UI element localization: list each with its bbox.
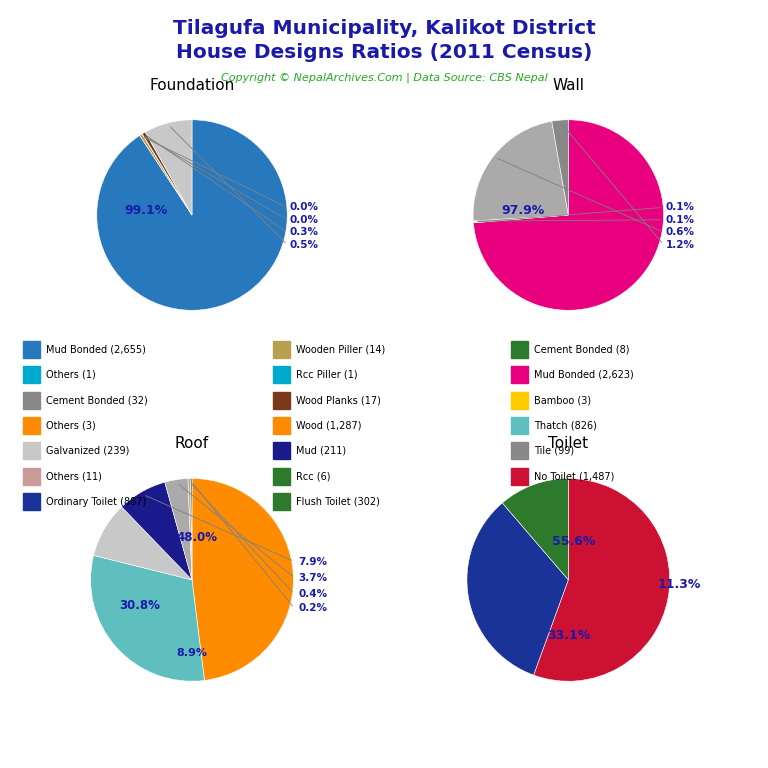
Text: 0.4%: 0.4% xyxy=(299,589,328,599)
Text: Others (11): Others (11) xyxy=(46,471,102,482)
Text: 11.3%: 11.3% xyxy=(657,578,701,591)
Title: Wall: Wall xyxy=(552,78,584,94)
Text: Ordinary Toilet (887): Ordinary Toilet (887) xyxy=(46,496,147,507)
Title: Foundation: Foundation xyxy=(149,78,235,94)
Text: Mud (211): Mud (211) xyxy=(296,445,346,456)
Text: Thatch (826): Thatch (826) xyxy=(534,420,597,431)
Text: 0.1%: 0.1% xyxy=(665,203,694,213)
Wedge shape xyxy=(145,120,192,215)
Title: Toilet: Toilet xyxy=(548,435,588,451)
Text: 55.6%: 55.6% xyxy=(551,535,595,548)
Text: Bamboo (3): Bamboo (3) xyxy=(534,395,591,406)
Text: 33.1%: 33.1% xyxy=(547,629,590,642)
Wedge shape xyxy=(97,120,287,310)
Text: No Toilet (1,487): No Toilet (1,487) xyxy=(534,471,614,482)
Wedge shape xyxy=(473,215,568,221)
Text: Wood Planks (17): Wood Planks (17) xyxy=(296,395,381,406)
Wedge shape xyxy=(473,120,664,310)
Text: Tile (99): Tile (99) xyxy=(534,445,574,456)
Text: Wood (1,287): Wood (1,287) xyxy=(296,420,361,431)
Wedge shape xyxy=(140,134,192,215)
Wedge shape xyxy=(142,132,192,215)
Wedge shape xyxy=(190,478,192,580)
Text: 8.9%: 8.9% xyxy=(177,648,207,658)
Text: 0.6%: 0.6% xyxy=(665,227,694,237)
Wedge shape xyxy=(142,134,192,215)
Wedge shape xyxy=(188,478,192,580)
Wedge shape xyxy=(473,121,568,221)
Text: Rcc Piller (1): Rcc Piller (1) xyxy=(296,369,357,380)
Text: 7.9%: 7.9% xyxy=(299,557,327,567)
Wedge shape xyxy=(473,215,568,223)
Text: Mud Bonded (2,623): Mud Bonded (2,623) xyxy=(534,369,634,380)
Text: Others (3): Others (3) xyxy=(46,420,96,431)
Text: Wooden Piller (14): Wooden Piller (14) xyxy=(296,344,385,355)
Text: Others (1): Others (1) xyxy=(46,369,96,380)
Text: Rcc (6): Rcc (6) xyxy=(296,471,330,482)
Text: 0.0%: 0.0% xyxy=(289,203,318,213)
Text: Galvanized (239): Galvanized (239) xyxy=(46,445,130,456)
Wedge shape xyxy=(502,478,568,580)
Text: 1.2%: 1.2% xyxy=(665,240,694,250)
Text: 0.2%: 0.2% xyxy=(299,603,327,613)
Wedge shape xyxy=(467,503,568,675)
Wedge shape xyxy=(165,478,192,580)
Title: Roof: Roof xyxy=(175,435,209,451)
Wedge shape xyxy=(534,478,670,681)
Text: Flush Toilet (302): Flush Toilet (302) xyxy=(296,496,379,507)
Text: Tilagufa Municipality, Kalikot District
House Designs Ratios (2011 Census): Tilagufa Municipality, Kalikot District … xyxy=(173,19,595,61)
Text: 48.0%: 48.0% xyxy=(177,531,217,544)
Wedge shape xyxy=(94,507,192,580)
Text: 0.5%: 0.5% xyxy=(289,240,318,250)
Text: Cement Bonded (8): Cement Bonded (8) xyxy=(534,344,629,355)
Wedge shape xyxy=(192,478,293,680)
Text: 3.7%: 3.7% xyxy=(299,573,328,583)
Wedge shape xyxy=(551,120,568,215)
Text: 0.0%: 0.0% xyxy=(289,215,318,225)
Text: Copyright © NepalArchives.Com | Data Source: CBS Nepal: Copyright © NepalArchives.Com | Data Sou… xyxy=(220,73,548,84)
Text: 97.9%: 97.9% xyxy=(501,204,545,217)
Wedge shape xyxy=(91,555,204,681)
Text: 0.1%: 0.1% xyxy=(665,215,694,225)
Text: Mud Bonded (2,655): Mud Bonded (2,655) xyxy=(46,344,146,355)
Wedge shape xyxy=(121,482,192,580)
Text: 0.3%: 0.3% xyxy=(289,227,318,237)
Text: 99.1%: 99.1% xyxy=(124,204,168,217)
Text: Cement Bonded (32): Cement Bonded (32) xyxy=(46,395,147,406)
Text: 30.8%: 30.8% xyxy=(119,599,160,611)
